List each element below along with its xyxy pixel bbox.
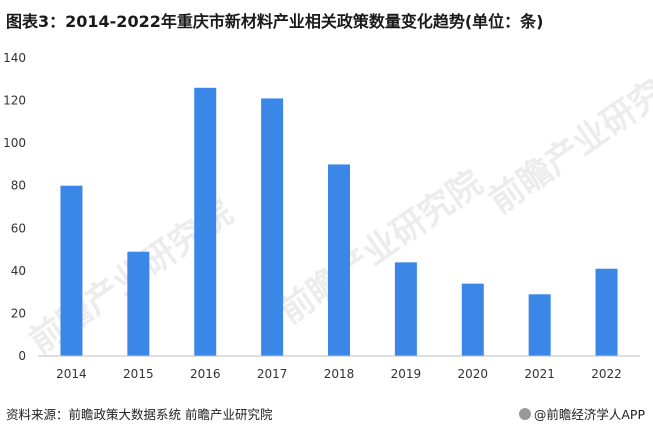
x-tick-label: 2019: [391, 367, 422, 381]
brand-text: @前瞻经济学人APP: [533, 407, 645, 422]
y-tick-label: 80: [11, 179, 26, 193]
bar-2018: [328, 164, 350, 356]
bar-2022: [595, 268, 618, 356]
y-tick-label: 20: [11, 306, 26, 320]
brand-logo-icon: [518, 408, 531, 420]
bar-2021: [528, 294, 551, 356]
chart-title: 图表3：2014-2022年重庆市新材料产业相关政策数量变化趋势(单位：条): [6, 12, 544, 31]
x-tick-label: 2021: [524, 367, 555, 381]
bar-2020: [461, 283, 484, 356]
y-tick-label: 60: [11, 221, 26, 235]
brand-note: @前瞻经济学人APP: [518, 404, 645, 423]
bar-2019: [394, 262, 417, 356]
bars: [60, 87, 618, 357]
bar-2017: [261, 98, 284, 356]
y-tick-label: 0: [18, 349, 26, 363]
bar-2014: [60, 185, 83, 356]
x-tick-label: 2020: [458, 367, 489, 381]
y-tick-label: 100: [3, 136, 26, 150]
source-note: 资料来源：前瞻政策大数据系统 前瞻产业研究院: [6, 407, 273, 422]
y-axis: 0 20 40 60 80 100 120 140: [3, 51, 26, 363]
x-tick-label: 2014: [56, 367, 87, 381]
x-tick-label: 2022: [591, 367, 622, 381]
x-tick-label: 2016: [190, 367, 221, 381]
y-tick-label: 40: [11, 264, 26, 278]
x-tick-label: 2015: [123, 367, 154, 381]
x-tick-label: 2018: [324, 367, 355, 381]
bar-2016: [194, 87, 217, 357]
bar-2015: [127, 251, 150, 356]
y-tick-label: 140: [3, 51, 26, 65]
x-axis: 2014 2015 2016 2017 2018 2019 2020 2021 2022: [38, 355, 640, 381]
x-tick-label: 2017: [257, 367, 288, 381]
y-tick-label: 120: [3, 94, 26, 108]
